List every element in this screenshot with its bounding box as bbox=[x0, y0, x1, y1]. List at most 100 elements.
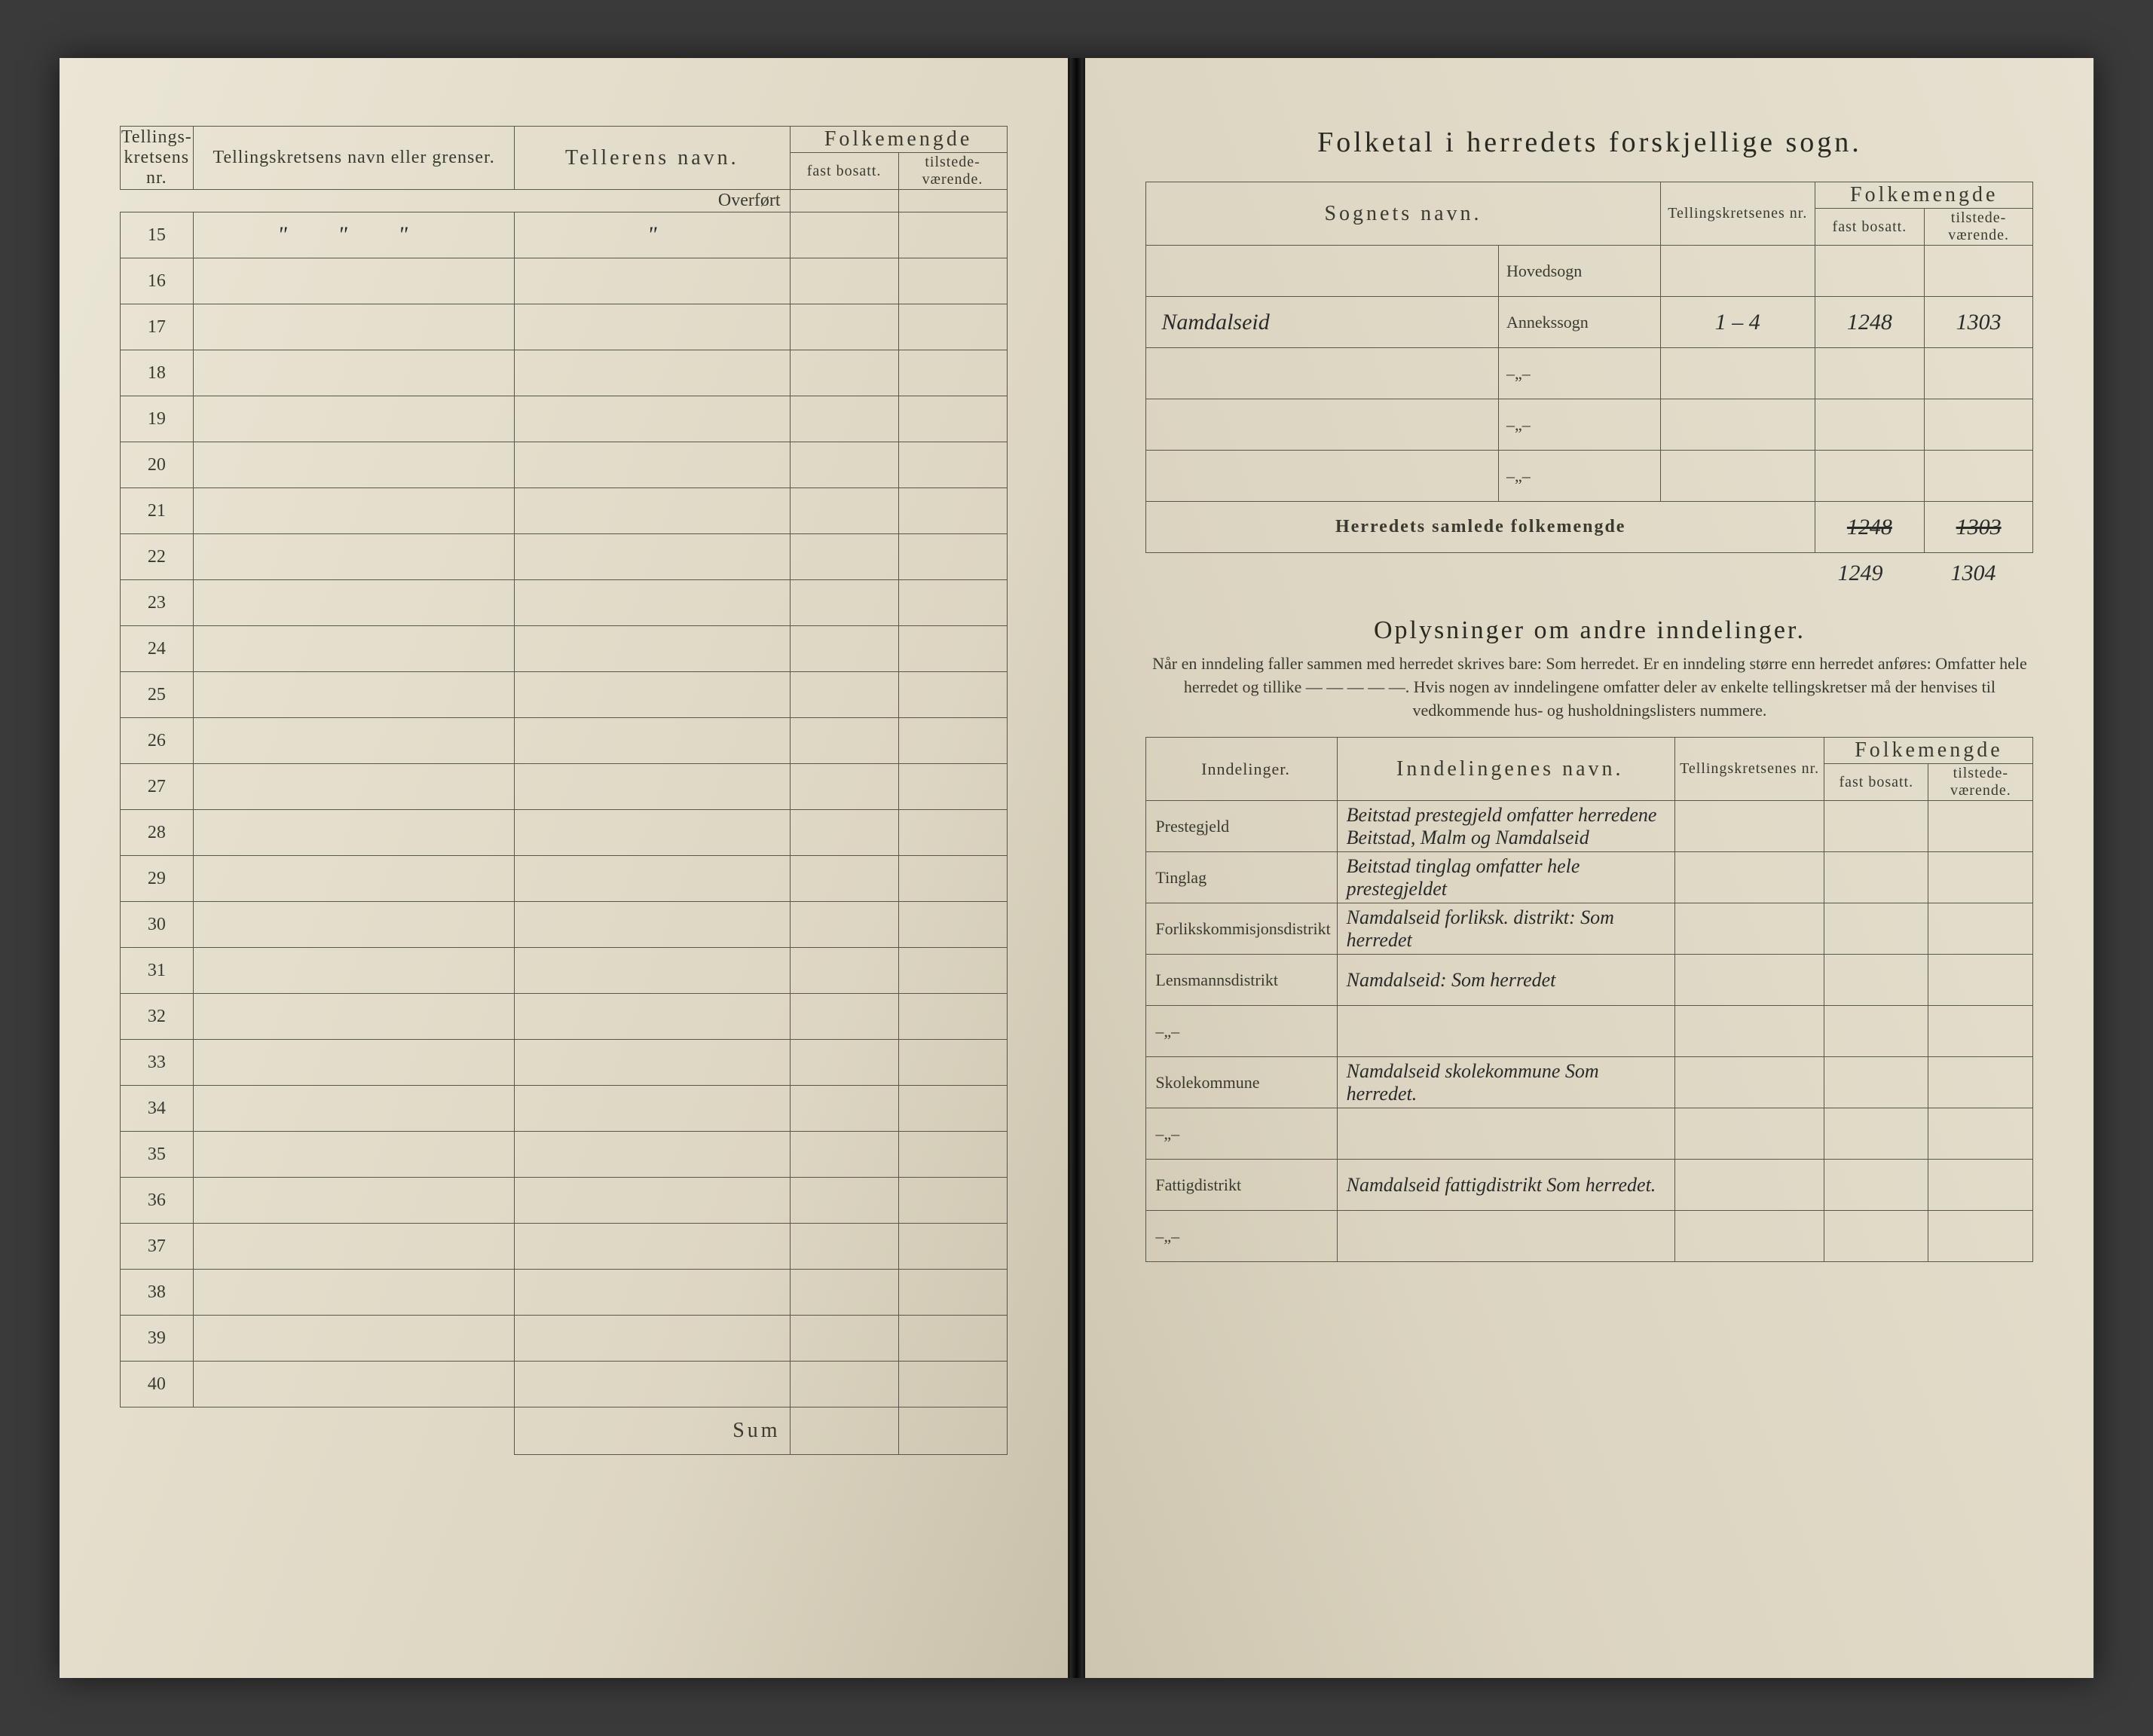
row-number: 36 bbox=[120, 1178, 194, 1224]
inndel-krets-cell bbox=[1674, 852, 1824, 903]
teller-cell bbox=[515, 488, 791, 534]
teller-cell bbox=[515, 948, 791, 994]
hdr-inndel-tilstede: tilstede- værende. bbox=[1928, 764, 2033, 801]
samlet-label: Herredets samlede folkemengde bbox=[1146, 502, 1815, 553]
inndel-name-cell: Beitstad tinglag omfatter hele prestegje… bbox=[1337, 852, 1674, 903]
sogn-type-cell: Annekssogn bbox=[1499, 297, 1661, 348]
fast-cell bbox=[790, 350, 898, 396]
hdr-kretsnr: Tellings- kretsens nr. bbox=[120, 127, 194, 190]
inndel-row: –„– bbox=[1146, 1108, 2033, 1160]
inndel-krets-cell bbox=[1674, 955, 1824, 1006]
inndel-fast-cell bbox=[1824, 1211, 1928, 1262]
inndel-name-cell: Namdalseid skolekommune Som herredet. bbox=[1337, 1057, 1674, 1108]
sogn-name-cell: Namdalseid bbox=[1146, 297, 1499, 348]
krets-name-cell bbox=[194, 304, 515, 350]
inndel-tilstede-cell bbox=[1928, 1006, 2033, 1057]
hdr-folkemengde: Folkemengde bbox=[790, 127, 1007, 153]
inndel-fast-cell bbox=[1824, 1108, 1928, 1160]
tilstede-cell bbox=[898, 1086, 1007, 1132]
hdr-sognnavn: Sognets navn. bbox=[1146, 182, 1660, 246]
inndel-label-cell: Tinglag bbox=[1146, 852, 1337, 903]
inndel-tilstede-cell bbox=[1928, 1108, 2033, 1160]
table-row: 38 bbox=[120, 1270, 1007, 1316]
row-number: 26 bbox=[120, 718, 194, 764]
inndel-tilstede-cell bbox=[1928, 1211, 2033, 1262]
inndel-row: ForlikskommisjonsdistriktNamdalseid forl… bbox=[1146, 903, 2033, 955]
row-number: 37 bbox=[120, 1224, 194, 1270]
teller-cell: " bbox=[515, 212, 791, 258]
table-row: 17 bbox=[120, 304, 1007, 350]
fast-cell bbox=[790, 994, 898, 1040]
tilstede-cell bbox=[898, 1178, 1007, 1224]
krets-name-cell bbox=[194, 1132, 515, 1178]
krets-name-cell bbox=[194, 488, 515, 534]
overfort-label: Overført bbox=[515, 190, 791, 212]
inndel-tilstede-cell bbox=[1928, 1057, 2033, 1108]
table-row: 22 bbox=[120, 534, 1007, 580]
teller-cell bbox=[515, 856, 791, 902]
inndel-name-cell bbox=[1337, 1211, 1674, 1262]
inndel-label-cell: –„– bbox=[1146, 1108, 1337, 1160]
table-row: 25 bbox=[120, 672, 1007, 718]
inndel-label-cell: Lensmannsdistrikt bbox=[1146, 955, 1337, 1006]
inndel-fast-cell bbox=[1824, 1160, 1928, 1211]
table-row: 27 bbox=[120, 764, 1007, 810]
oplysninger-title: Oplysninger om andre inndelinger. bbox=[1145, 616, 2033, 645]
krets-name-cell bbox=[194, 534, 515, 580]
inndel-row: FattigdistriktNamdalseid fattigdistrikt … bbox=[1146, 1160, 2033, 1211]
left-table: Tellings- kretsens nr. Tellingskretsens … bbox=[120, 126, 1008, 1455]
tilstede-cell bbox=[898, 442, 1007, 488]
fast-cell bbox=[790, 258, 898, 304]
inndel-krets-cell bbox=[1674, 1211, 1824, 1262]
fast-cell bbox=[790, 488, 898, 534]
inndel-krets-cell bbox=[1674, 903, 1824, 955]
tilstede-cell bbox=[898, 626, 1007, 672]
teller-cell bbox=[515, 672, 791, 718]
hdr-fast: fast bosatt. bbox=[790, 153, 898, 190]
inndel-tilstede-cell bbox=[1928, 955, 2033, 1006]
inndel-fast-cell bbox=[1824, 801, 1928, 852]
table-row: 37 bbox=[120, 1224, 1007, 1270]
left-page: Tellings- kretsens nr. Tellingskretsens … bbox=[60, 58, 1070, 1678]
sogn-row: –„– bbox=[1146, 399, 2033, 451]
samlet-fast: 1248 bbox=[1847, 515, 1892, 539]
inndel-name-cell: Namdalseid fattigdistrikt Som herredet. bbox=[1337, 1160, 1674, 1211]
hdr-sogn-folkemengde: Folkemengde bbox=[1815, 182, 2033, 209]
document-spread: Tellings- kretsens nr. Tellingskretsens … bbox=[60, 58, 2094, 1678]
table-row: 23 bbox=[120, 580, 1007, 626]
inndel-tilstede-cell bbox=[1928, 852, 2033, 903]
tilstede-cell bbox=[898, 1040, 1007, 1086]
sogn-name-cell bbox=[1146, 246, 1499, 297]
teller-cell bbox=[515, 1362, 791, 1407]
teller-cell bbox=[515, 994, 791, 1040]
krets-name-cell bbox=[194, 1086, 515, 1132]
tilstede-cell bbox=[898, 488, 1007, 534]
inndel-label-cell: Forlikskommisjonsdistrikt bbox=[1146, 903, 1337, 955]
row-number: 34 bbox=[120, 1086, 194, 1132]
teller-cell bbox=[515, 1086, 791, 1132]
row-number: 25 bbox=[120, 672, 194, 718]
krets-name-cell bbox=[194, 764, 515, 810]
row-number: 22 bbox=[120, 534, 194, 580]
krets-name-cell bbox=[194, 1362, 515, 1407]
teller-cell bbox=[515, 580, 791, 626]
fast-cell bbox=[790, 626, 898, 672]
tilstede-cell bbox=[898, 764, 1007, 810]
krets-name-cell bbox=[194, 994, 515, 1040]
inndel-row: LensmannsdistriktNamdalseid: Som herrede… bbox=[1146, 955, 2033, 1006]
row-number: 24 bbox=[120, 626, 194, 672]
sogn-tilstede-cell bbox=[1924, 348, 2033, 399]
corr-fast: 1249 bbox=[1837, 561, 1882, 586]
hdr-inndelnavn: Inndelingenes navn. bbox=[1337, 738, 1674, 801]
fast-cell bbox=[790, 1362, 898, 1407]
row-number: 17 bbox=[120, 304, 194, 350]
fast-cell bbox=[790, 810, 898, 856]
tilstede-cell bbox=[898, 580, 1007, 626]
teller-cell bbox=[515, 1316, 791, 1362]
sogn-row: NamdalseidAnnekssogn1 – 412481303 bbox=[1146, 297, 2033, 348]
row-number: 32 bbox=[120, 994, 194, 1040]
table-row: 29 bbox=[120, 856, 1007, 902]
hdr-inndel-fast: fast bosatt. bbox=[1824, 764, 1928, 801]
tilstede-cell bbox=[898, 1224, 1007, 1270]
row-number: 40 bbox=[120, 1362, 194, 1407]
